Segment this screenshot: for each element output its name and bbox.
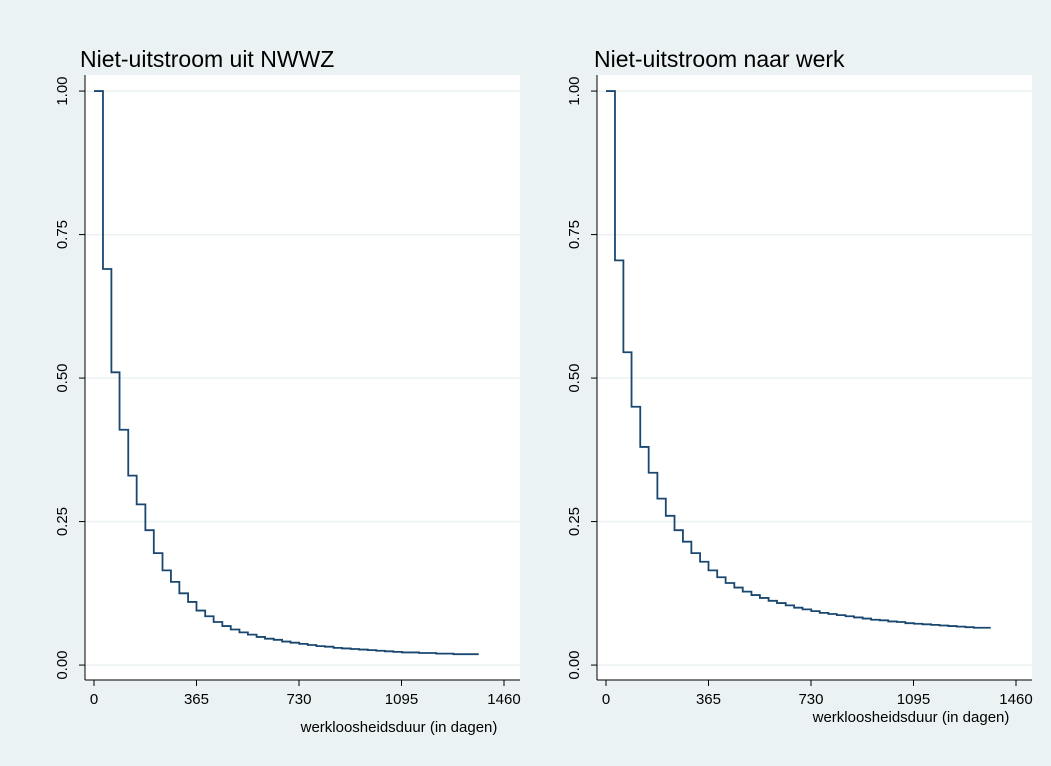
chart-title: Niet-uitstroom naar werk <box>594 46 845 72</box>
y-tick-label: 0.75 <box>54 220 71 249</box>
y-tick-label: 0.25 <box>54 507 71 536</box>
x-tick-label: 0 <box>90 691 98 708</box>
y-tick-label: 0.25 <box>566 507 583 536</box>
y-tick-label: 0.50 <box>54 363 71 392</box>
x-tick-label: 1095 <box>897 691 930 708</box>
y-tick-label: 1.00 <box>566 76 583 105</box>
y-tick-label: 0.75 <box>566 220 583 249</box>
x-axis-label: werkloosheidsduur (in dagen) <box>300 719 498 736</box>
y-tick-label: 0.00 <box>566 650 583 679</box>
x-axis-label: werkloosheidsduur (in dagen) <box>812 709 1010 726</box>
x-tick-label: 365 <box>696 691 721 708</box>
x-tick-label: 1460 <box>999 691 1032 708</box>
x-tick-label: 1095 <box>385 691 418 708</box>
x-tick-label: 0 <box>602 691 610 708</box>
x-tick-label: 730 <box>798 691 823 708</box>
y-tick-label: 1.00 <box>54 76 71 105</box>
y-tick-label: 0.50 <box>566 363 583 392</box>
survival-line <box>605 90 991 629</box>
chart-title: Niet-uitstroom uit NWWZ <box>80 46 334 72</box>
survival-line <box>93 90 479 656</box>
x-tick-label: 365 <box>184 691 209 708</box>
x-tick-label: 730 <box>286 691 311 708</box>
y-tick-label: 0.00 <box>54 650 71 679</box>
x-tick-label: 1460 <box>487 691 520 708</box>
